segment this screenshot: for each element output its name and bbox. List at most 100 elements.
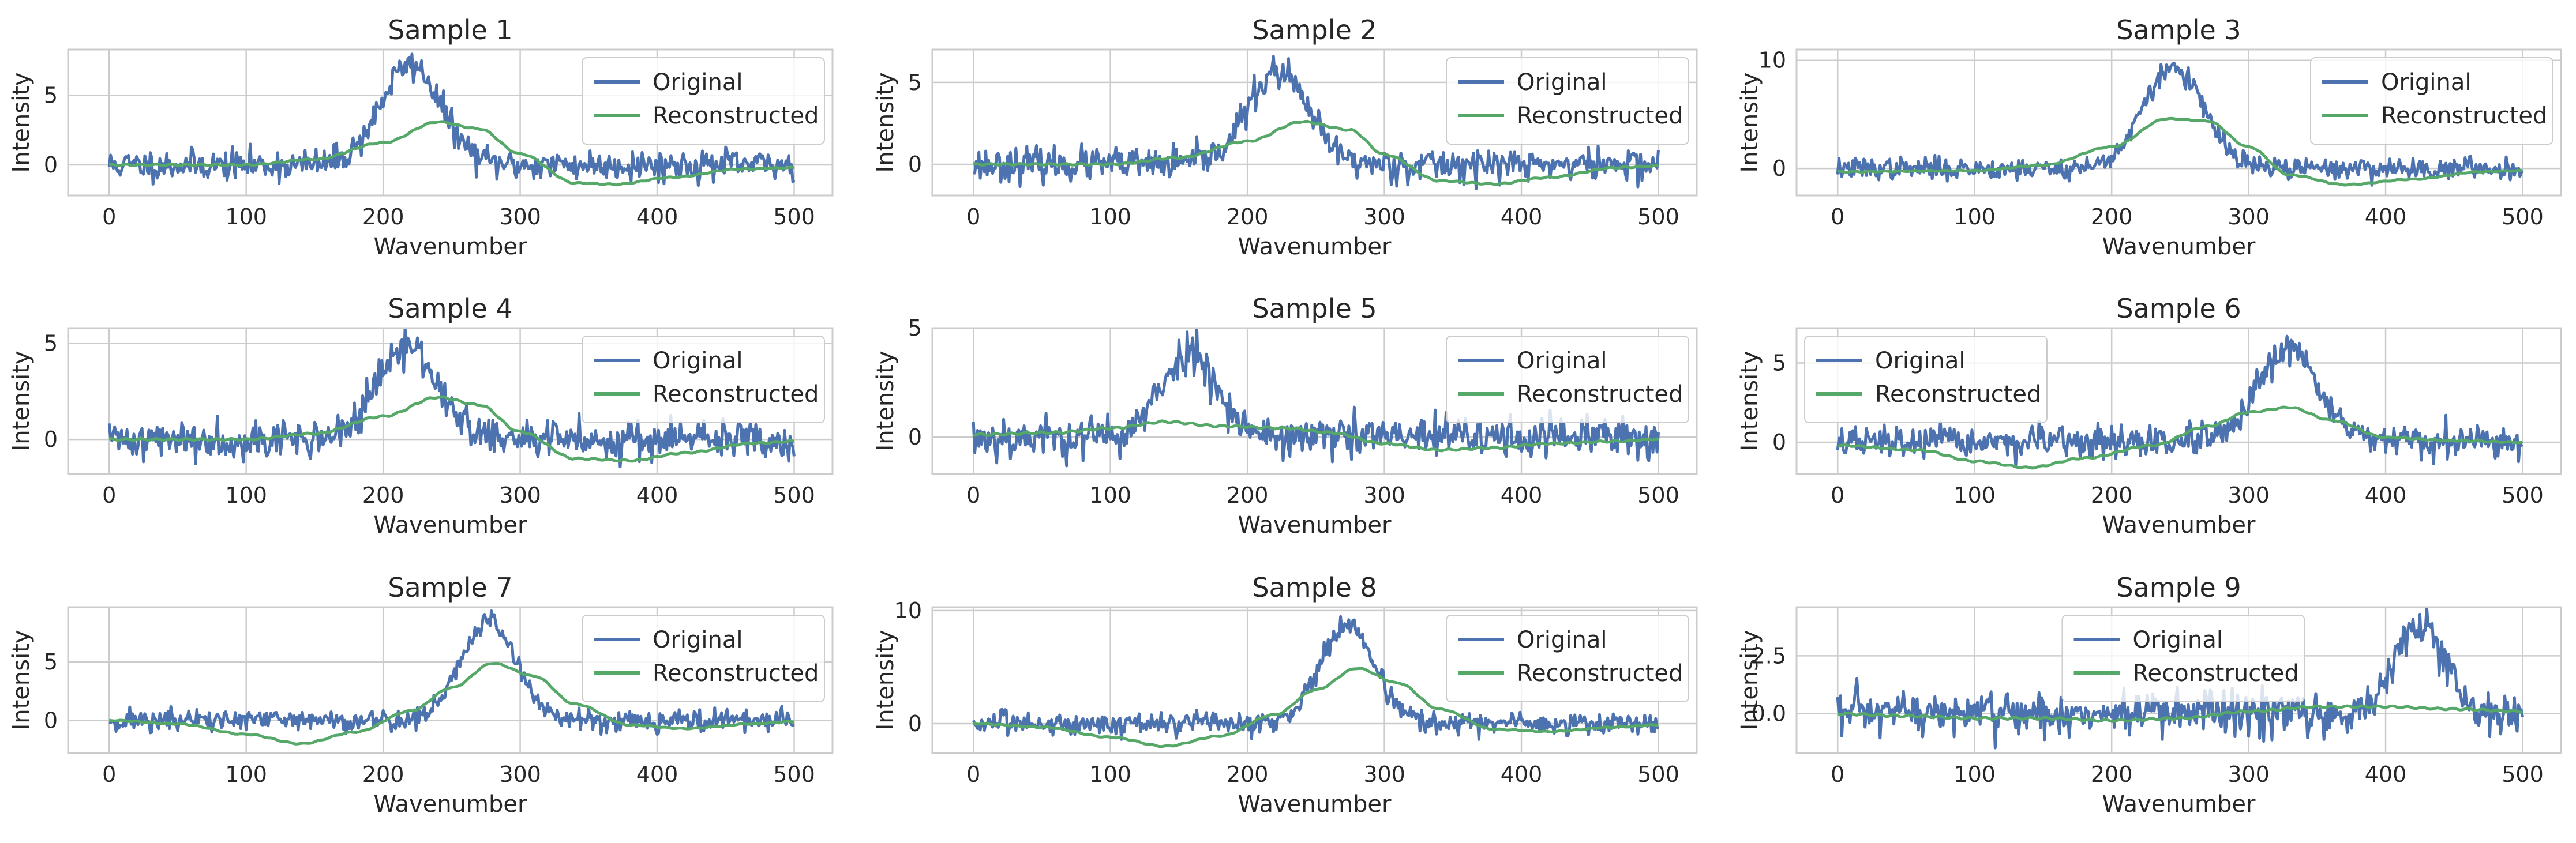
subplot-1: 0 100 200 300 400 500 0 5 Sample 1 Wavenumber Inte… xyxy=(8,14,834,260)
series-line-original xyxy=(972,328,1660,468)
x-tick-label: 200 xyxy=(2091,204,2133,229)
x-tick-label: 200 xyxy=(362,483,404,508)
series-line-reconstructed xyxy=(973,119,1659,186)
x-tick-label: 400 xyxy=(1501,762,1543,787)
x-tick-label: 200 xyxy=(362,762,404,787)
x-tick-label: 300 xyxy=(499,762,541,787)
series-line-reconstructed xyxy=(973,419,1659,453)
legend-label: Reconstructed xyxy=(653,381,819,408)
series-line-original xyxy=(1836,62,2524,187)
legend-box xyxy=(1446,615,1689,702)
x-tick-label: 500 xyxy=(1637,483,1679,508)
legend: Original Reconstructed xyxy=(2310,57,2553,145)
legend-box xyxy=(582,57,825,145)
x-tick-label: 400 xyxy=(636,483,678,508)
x-tick-label: 500 xyxy=(773,762,815,787)
x-tick-label: 100 xyxy=(1953,762,1996,787)
legend-label: Reconstructed xyxy=(653,660,819,687)
legend-label: Original xyxy=(653,69,743,96)
legend-label: Reconstructed xyxy=(653,103,819,129)
legend: Original Reconstructed xyxy=(2061,615,2305,702)
x-tick-label: 100 xyxy=(1089,204,1131,229)
x-tick-label: 500 xyxy=(773,483,815,508)
y-tick-label: 0 xyxy=(44,707,58,733)
subplot-6: 0 100 200 300 400 500 0 5 Sample 6 Wavenumber Inte… xyxy=(1737,293,2562,539)
x-tick-label: 300 xyxy=(499,483,541,508)
x-tick-label: 200 xyxy=(1227,762,1269,787)
y-tick-label: 5 xyxy=(908,315,922,341)
x-tick-label: 0 xyxy=(1831,762,1844,787)
x-tick-label: 200 xyxy=(1227,483,1269,508)
y-tick-label: 0 xyxy=(908,424,922,450)
y-tick-label: 5 xyxy=(44,83,58,108)
legend-label: Reconstructed xyxy=(1517,103,1683,129)
y-tick-label: 0 xyxy=(1772,430,1786,455)
legend: Original Reconstructed xyxy=(582,57,825,145)
x-axis-label: Wavenumber xyxy=(1238,234,1392,260)
series-line-reconstructed xyxy=(1837,704,2523,723)
series-line-reconstructed xyxy=(109,395,795,463)
x-tick-label: 400 xyxy=(2365,204,2407,229)
y-axis-label: Intensity xyxy=(8,351,35,451)
series-line-original xyxy=(973,55,1660,190)
legend-label: Reconstructed xyxy=(2381,103,2547,129)
subplot-5: 0 100 200 300 400 500 0 5 Sample 5 Wavenumber Inte… xyxy=(872,293,1698,539)
subplot-title: Sample 4 xyxy=(388,293,512,324)
x-tick-label: 400 xyxy=(1501,483,1543,508)
x-tick-label: 500 xyxy=(2502,483,2544,508)
x-tick-label: 0 xyxy=(102,204,116,229)
plot-frame xyxy=(67,327,834,475)
subplot-title: Sample 2 xyxy=(1252,14,1377,46)
x-tick-label: 300 xyxy=(2228,204,2270,229)
legend-label: Reconstructed xyxy=(1875,381,2041,408)
x-tick-label: 0 xyxy=(966,204,980,229)
y-tick-label: 0.0 xyxy=(1752,701,1786,727)
plot-frame xyxy=(1795,48,2562,197)
plot-frame xyxy=(931,327,1698,475)
legend-box xyxy=(1804,336,2048,423)
series-line-original xyxy=(108,609,796,736)
subplot-title: Sample 5 xyxy=(1252,293,1377,324)
y-axis-label: Intensity xyxy=(1737,351,1763,451)
x-tick-label: 400 xyxy=(1501,204,1543,229)
y-axis-label: Intensity xyxy=(872,630,899,730)
y-tick-label: 2.5 xyxy=(1752,643,1786,668)
plot-frame xyxy=(67,48,834,197)
y-axis-label: Intensity xyxy=(8,630,35,730)
plot-frame xyxy=(931,606,1698,754)
x-tick-label: 500 xyxy=(1637,762,1679,787)
x-tick-label: 0 xyxy=(966,762,980,787)
x-tick-label: 0 xyxy=(1831,204,1844,229)
x-tick-label: 100 xyxy=(225,483,267,508)
x-tick-label: 300 xyxy=(499,204,541,229)
subplot-title: Sample 3 xyxy=(2116,14,2241,46)
x-tick-label: 300 xyxy=(1363,483,1405,508)
x-tick-label: 100 xyxy=(1089,483,1131,508)
legend-box xyxy=(2310,57,2553,145)
subplot-title: Sample 1 xyxy=(388,14,512,46)
legend: Original Reconstructed xyxy=(1446,336,1689,423)
subplot-title: Sample 8 xyxy=(1252,572,1377,603)
y-tick-label: 10 xyxy=(894,598,922,623)
subplot-4: 0 100 200 300 400 500 0 5 Sample 4 Wavenumber Inte… xyxy=(8,293,834,539)
y-tick-label: 5 xyxy=(44,331,58,356)
y-axis-label: Intensity xyxy=(872,72,899,172)
x-tick-label: 500 xyxy=(773,204,815,229)
x-tick-label: 0 xyxy=(966,483,980,508)
subplot-title: Sample 7 xyxy=(388,572,512,603)
x-tick-label: 0 xyxy=(102,483,116,508)
series-line-reconstructed xyxy=(108,662,794,746)
x-tick-label: 400 xyxy=(636,762,678,787)
legend-label: Original xyxy=(1517,627,1607,653)
x-tick-label: 300 xyxy=(2228,483,2270,508)
x-axis-label: Wavenumber xyxy=(2102,512,2256,539)
x-axis-label: Wavenumber xyxy=(1238,512,1392,539)
x-tick-label: 100 xyxy=(1089,762,1131,787)
x-axis-label: Wavenumber xyxy=(374,791,527,818)
y-tick-label: 5 xyxy=(1772,351,1786,376)
subplot-title: Sample 9 xyxy=(2116,572,2241,603)
series-line-original xyxy=(972,615,1660,741)
subplot-9: 0 100 200 300 400 500 0.0 2.5 Sample 9 Wavenumber… xyxy=(1737,572,2562,818)
series-line-reconstructed xyxy=(973,667,1659,748)
subplot-7: 0 100 200 300 400 500 0 5 Sample 7 Wavenumber Inte… xyxy=(8,572,834,818)
